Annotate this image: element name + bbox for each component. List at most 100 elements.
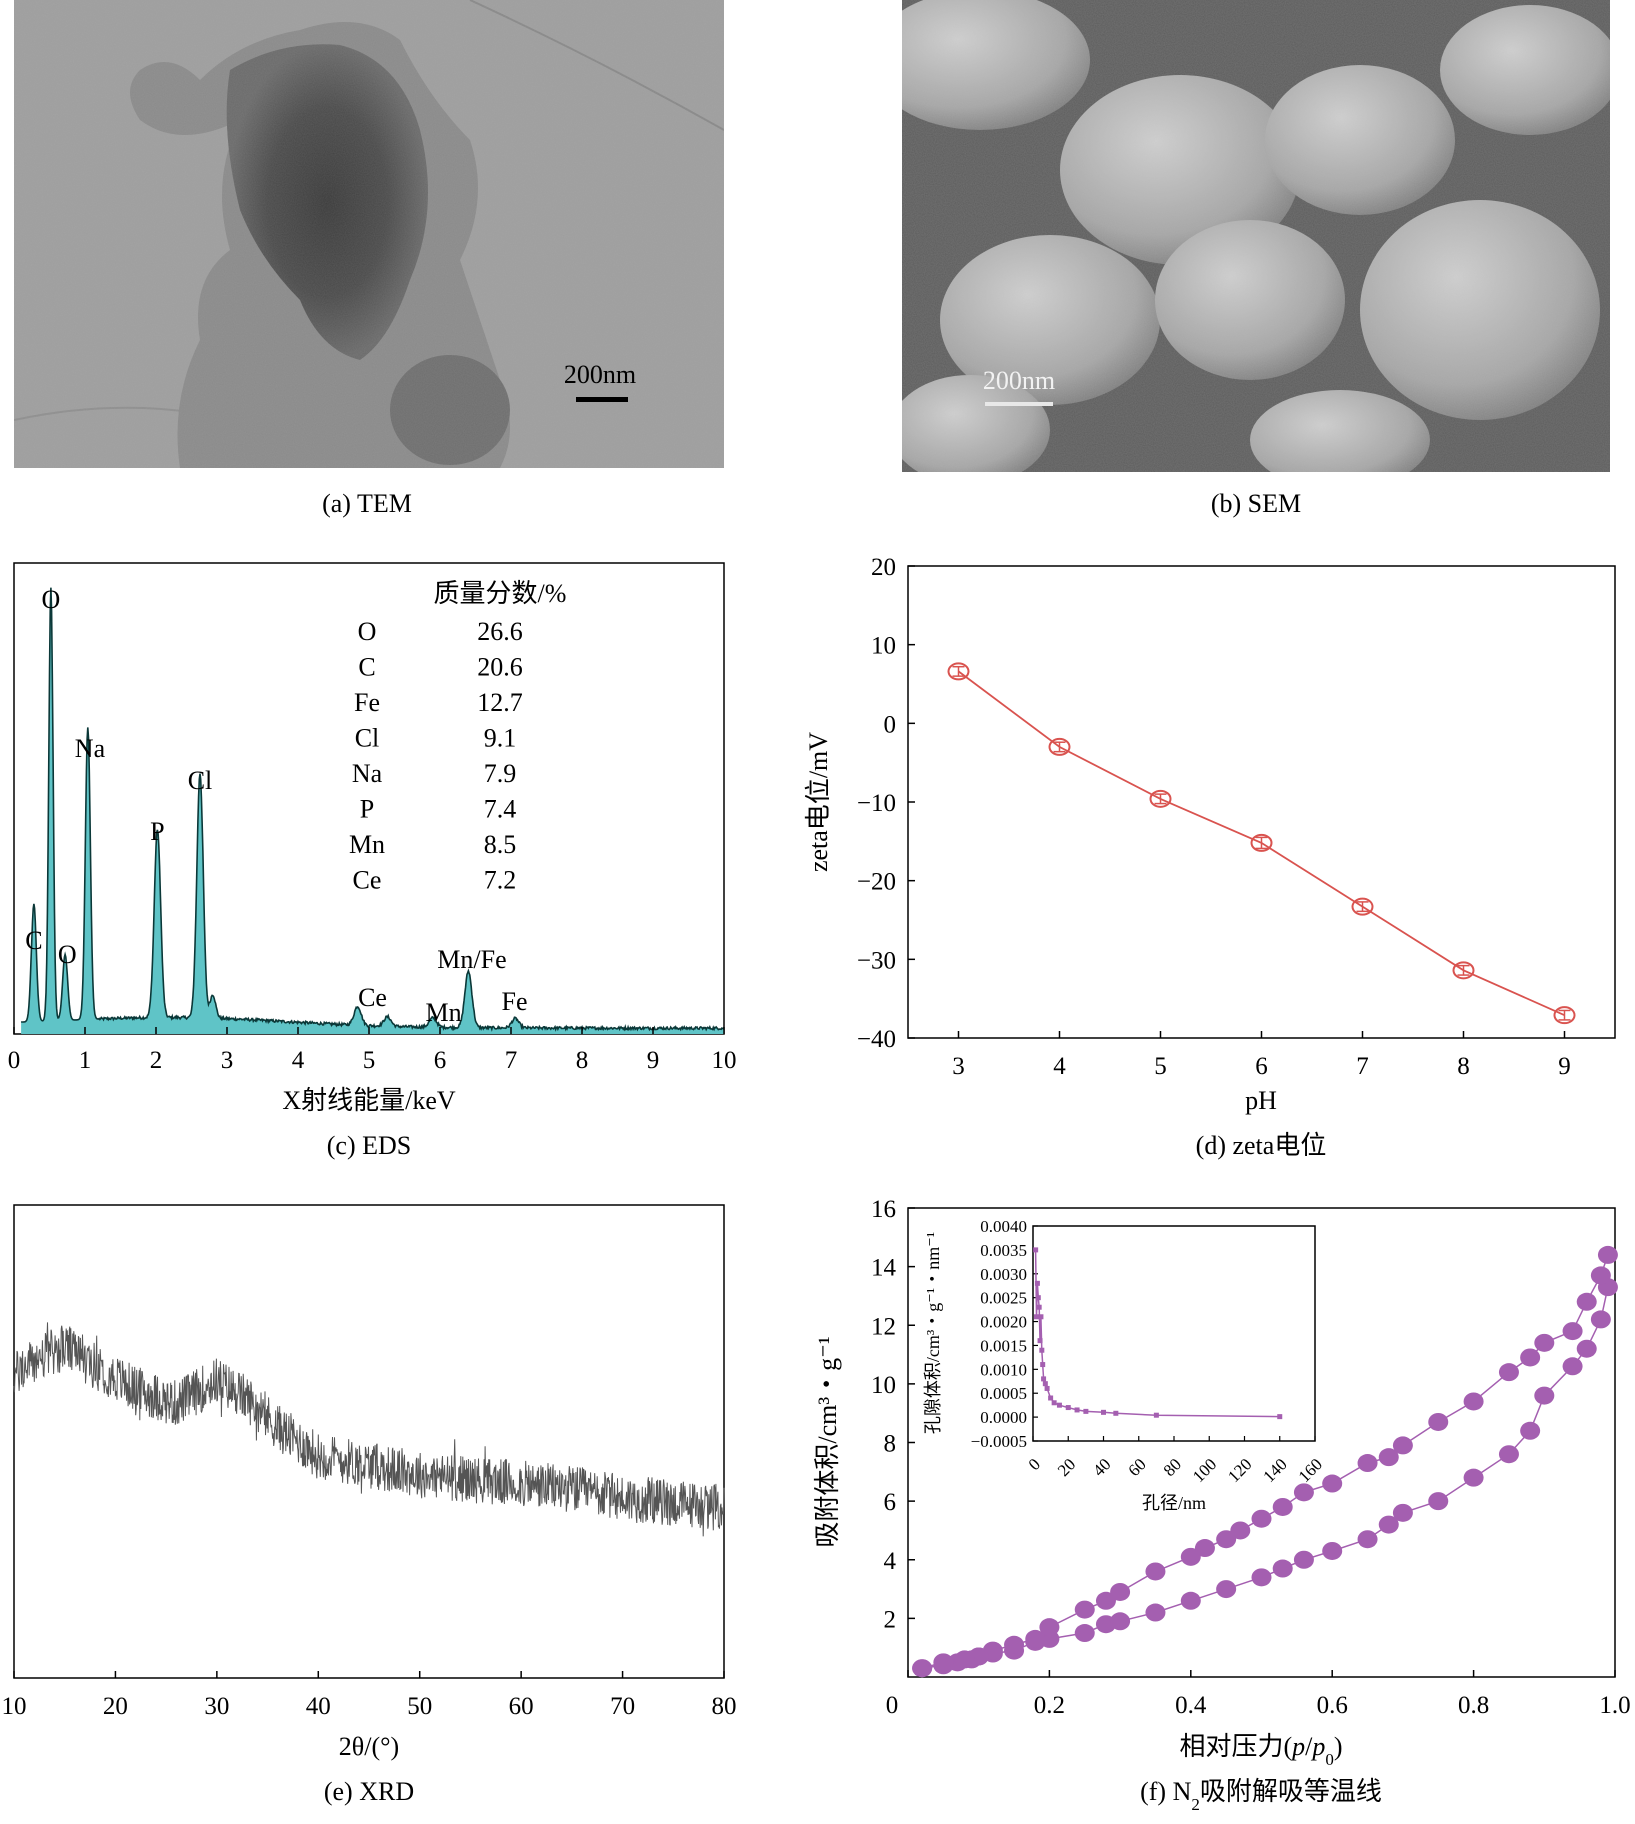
eds-peak-label: P xyxy=(150,817,164,846)
zeta-x-tick-label: 7 xyxy=(1356,1053,1369,1080)
inset-x-tick-label: 0 xyxy=(1025,1455,1044,1474)
eds-table-value: 12.7 xyxy=(477,688,523,717)
inset-point xyxy=(1036,1304,1042,1310)
bet-desorption-point xyxy=(1180,1547,1201,1566)
bet-desorption-point xyxy=(1590,1266,1611,1285)
bet-desorption-point xyxy=(1095,1591,1116,1610)
bet-adsorption-point xyxy=(1251,1568,1272,1587)
eds-table-value: 7.9 xyxy=(484,759,517,788)
bet-adsorption-point xyxy=(1576,1339,1597,1358)
bet-x-tick-label: 0.6 xyxy=(1317,1692,1348,1719)
eds-peak-label: O xyxy=(58,940,77,969)
bet-inset: 0.0040 0.0035 0.0030 0.0025 0.0020 0.0015 0.00… xyxy=(923,1217,1326,1513)
inset-point xyxy=(1048,1395,1054,1401)
bet-desorption-point xyxy=(1004,1635,1025,1654)
bet-adsorption-point xyxy=(1392,1503,1413,1522)
bet-adsorption-point xyxy=(1074,1624,1095,1643)
inset-point xyxy=(1039,1347,1045,1353)
zeta-y-tick-label: 0 xyxy=(884,711,897,738)
bet-adsorption-point xyxy=(1293,1550,1314,1569)
bet-desorption-point xyxy=(1463,1392,1484,1411)
bet-desorption-point xyxy=(1272,1497,1293,1516)
inset-point xyxy=(1040,1362,1046,1368)
sem-panel: 200nm xyxy=(902,0,1610,472)
eds-table-element: P xyxy=(360,795,374,824)
bet-y-tick-label: 14 xyxy=(871,1255,897,1282)
eds-x-tick-label: 10 xyxy=(712,1047,737,1074)
bet-adsorption-point xyxy=(1562,1357,1583,1376)
inset-x-tick-label: 100 xyxy=(1189,1455,1220,1486)
bet-x-tick-label: 0.4 xyxy=(1175,1692,1207,1719)
zeta-x-tick-label: 5 xyxy=(1154,1053,1167,1080)
xrd-x-tick-label: 40 xyxy=(306,1693,331,1720)
sem-scale-label: 200nm xyxy=(983,366,1055,395)
eds-x-tick-label: 5 xyxy=(363,1047,376,1074)
inset-point xyxy=(1041,1376,1047,1382)
bet-y-tick-label: 8 xyxy=(884,1431,897,1458)
eds-peak-label: C xyxy=(25,926,42,955)
bet-adsorption-point xyxy=(1145,1603,1166,1622)
inset-point xyxy=(1051,1400,1057,1406)
bet-adsorption-point xyxy=(1180,1591,1201,1610)
zeta-xlabel: pH xyxy=(1245,1086,1277,1115)
sem-caption: (b) SEM xyxy=(1211,489,1301,518)
bet-desorption-point xyxy=(1074,1600,1095,1619)
bet-desorption-point xyxy=(1597,1245,1618,1264)
inset-point xyxy=(1153,1412,1159,1418)
bet-adsorption-point xyxy=(1110,1612,1131,1631)
eds-x-tick-label: 3 xyxy=(221,1047,234,1074)
inset-point xyxy=(1065,1405,1071,1411)
inset-x-tick-label: 160 xyxy=(1295,1455,1326,1486)
zeta-caption: (d) zeta电位 xyxy=(1196,1131,1327,1160)
bet-desorption-point xyxy=(1534,1333,1555,1352)
bet-desorption-point xyxy=(1392,1436,1413,1455)
bet-desorption-point xyxy=(1251,1509,1272,1528)
eds-table-element: Ce xyxy=(353,866,382,895)
inset-point xyxy=(1034,1314,1040,1320)
bet-adsorption-point xyxy=(1216,1580,1237,1599)
bet-adsorption-point xyxy=(1322,1541,1343,1560)
eds-x-tick-label: 9 xyxy=(647,1047,660,1074)
inset-y-tick-label: 0.0005 xyxy=(980,1384,1027,1403)
eds-x-tick-label: 6 xyxy=(434,1047,447,1074)
inset-y-tick-label: 0.0025 xyxy=(980,1289,1027,1308)
zeta-y-tick-label: −20 xyxy=(857,869,896,896)
inset-x-tick-label: 60 xyxy=(1124,1455,1149,1480)
eds-spectrum-line xyxy=(20,587,725,1032)
xrd-x-tick-label: 10 xyxy=(2,1693,27,1720)
bet-desorption-point xyxy=(954,1650,975,1669)
bet-y-tick-label: 12 xyxy=(871,1313,896,1340)
xrd-x-tick-label: 80 xyxy=(712,1693,737,1720)
inset-y-tick-label: 0.0020 xyxy=(980,1313,1027,1332)
inset-xlabel: 孔径/nm xyxy=(1142,1493,1206,1513)
eds-table-header: 质量分数/% xyxy=(434,579,567,608)
inset-point xyxy=(1042,1381,1048,1387)
zeta-point xyxy=(947,662,970,681)
inset-point xyxy=(1034,1280,1040,1286)
bet-desorption-point xyxy=(1110,1582,1131,1601)
zeta-x-tick-label: 3 xyxy=(952,1053,965,1080)
bet-y-tick-label: 2 xyxy=(884,1606,897,1633)
eds-x-tick-label: 8 xyxy=(576,1047,589,1074)
eds-x-tick-label: 7 xyxy=(505,1047,518,1074)
bet-ylabel: 吸附体积/cm³・g⁻¹ xyxy=(813,1336,842,1547)
bet-adsorption-point xyxy=(1534,1386,1555,1405)
xrd-xlabel: 2θ/(°) xyxy=(339,1732,399,1761)
eds-table-element: O xyxy=(358,617,377,646)
bet-desorption-point xyxy=(1562,1322,1583,1341)
inset-point xyxy=(1056,1402,1062,1408)
eds-peak-label: Ce xyxy=(358,983,387,1012)
xrd-chart: 10 20 30 40 50 60 70 80 2θ/(°) (e) XRD xyxy=(2,1204,737,1806)
eds-table-value: 20.6 xyxy=(477,653,523,682)
bet-adsorption-point xyxy=(1357,1530,1378,1549)
inset-y-tick-label: 0.0010 xyxy=(980,1360,1027,1379)
eds-peak-label: Na xyxy=(75,734,106,763)
bet-adsorption-point xyxy=(1272,1559,1293,1578)
bet-x-tick-label: 0.2 xyxy=(1034,1692,1065,1719)
inset-point xyxy=(1277,1414,1283,1420)
sem-scale-bar xyxy=(985,402,1053,406)
zeta-x-tick-label: 8 xyxy=(1457,1053,1470,1080)
zeta-y-tick-label: 10 xyxy=(871,633,896,660)
inset-point xyxy=(1083,1408,1089,1414)
inset-point xyxy=(1033,1247,1039,1253)
